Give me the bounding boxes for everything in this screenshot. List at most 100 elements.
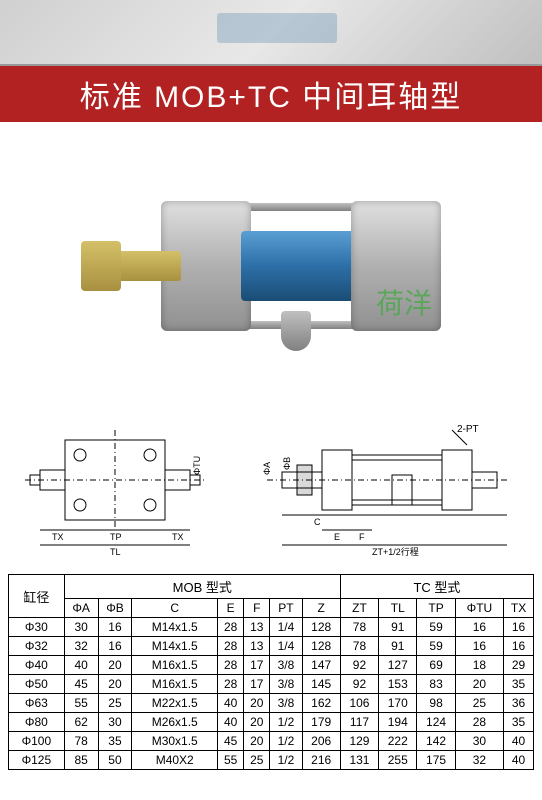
cell: 35 bbox=[98, 732, 132, 751]
cell: 91 bbox=[379, 637, 417, 656]
cell: 162 bbox=[302, 694, 340, 713]
cell: 142 bbox=[417, 732, 455, 751]
watermark: 荷洋 bbox=[376, 282, 432, 322]
cell: 20 bbox=[455, 675, 503, 694]
cell: 3/8 bbox=[270, 656, 302, 675]
table-row: Φ1007835M30x1.545201/22061292221423040 bbox=[9, 732, 534, 751]
col-header: ZT bbox=[340, 599, 378, 618]
cell: 17 bbox=[244, 675, 270, 694]
cell: 179 bbox=[302, 713, 340, 732]
cell: 35 bbox=[504, 713, 534, 732]
cell: 3/8 bbox=[270, 675, 302, 694]
cell: 45 bbox=[218, 732, 244, 751]
cell: M16x1.5 bbox=[132, 656, 218, 675]
row-label: Φ50 bbox=[9, 675, 65, 694]
cell: M22x1.5 bbox=[132, 694, 218, 713]
cell: 78 bbox=[64, 732, 98, 751]
trunnion-pin bbox=[281, 311, 311, 351]
cell: 40 bbox=[218, 694, 244, 713]
cell: 1/4 bbox=[270, 637, 302, 656]
cell: 40 bbox=[504, 751, 534, 770]
cell: M14x1.5 bbox=[132, 637, 218, 656]
dim-zt-stroke: ZT+1/2行程 bbox=[372, 546, 419, 557]
table-header-row: ΦAΦBCEFPTZZTTLTPΦTUTX bbox=[9, 599, 534, 618]
cell: 255 bbox=[379, 751, 417, 770]
cell: 20 bbox=[98, 675, 132, 694]
title-bar: 标准 MOB+TC 中间耳轴型 bbox=[0, 66, 542, 122]
cell: 62 bbox=[64, 713, 98, 732]
dim-2pt: 2-PT bbox=[457, 424, 479, 435]
row-label: Φ40 bbox=[9, 656, 65, 675]
cell: 20 bbox=[244, 713, 270, 732]
cell: 128 bbox=[302, 618, 340, 637]
cell: 28 bbox=[218, 656, 244, 675]
cell: M14x1.5 bbox=[132, 618, 218, 637]
rod-clevis bbox=[81, 241, 121, 291]
dim-phib: ΦB bbox=[282, 457, 292, 470]
cell: 55 bbox=[218, 751, 244, 770]
cell: 25 bbox=[244, 751, 270, 770]
dim-tx1: TX bbox=[52, 532, 64, 542]
col-header: TP bbox=[417, 599, 455, 618]
cell: 1/2 bbox=[270, 751, 302, 770]
col-header: TL bbox=[379, 599, 417, 618]
dim-tu: ΦTU bbox=[192, 456, 202, 475]
cell: 25 bbox=[98, 694, 132, 713]
row-label: Φ63 bbox=[9, 694, 65, 713]
table-body: Φ303016M14x1.528131/41287891591616Φ32321… bbox=[9, 618, 534, 770]
cell: 13 bbox=[244, 637, 270, 656]
cylinder-barrel bbox=[241, 231, 361, 301]
col-header: ΦA bbox=[64, 599, 98, 618]
cell: 1/4 bbox=[270, 618, 302, 637]
row-label: Φ125 bbox=[9, 751, 65, 770]
cell: 28 bbox=[218, 675, 244, 694]
page-title: 标准 MOB+TC 中间耳轴型 bbox=[80, 72, 463, 116]
cell: 36 bbox=[504, 694, 534, 713]
cell: 78 bbox=[340, 637, 378, 656]
cell: M40X2 bbox=[132, 751, 218, 770]
col-header: F bbox=[244, 599, 270, 618]
cell: M26x1.5 bbox=[132, 713, 218, 732]
cell: 175 bbox=[417, 751, 455, 770]
cell: 17 bbox=[244, 656, 270, 675]
dim-tl: TL bbox=[110, 547, 121, 557]
cell: 147 bbox=[302, 656, 340, 675]
cell: 206 bbox=[302, 732, 340, 751]
cell: 216 bbox=[302, 751, 340, 770]
row-label: Φ100 bbox=[9, 732, 65, 751]
cell: 131 bbox=[340, 751, 378, 770]
cell: 40 bbox=[218, 713, 244, 732]
table-row: Φ303016M14x1.528131/41287891591616 bbox=[9, 618, 534, 637]
side-view-diagram: 2-PT ΦA ΦB C E F ZT+1/2行程 bbox=[242, 420, 522, 560]
cell: 16 bbox=[504, 637, 534, 656]
dim-f: F bbox=[359, 532, 365, 542]
cell: 153 bbox=[379, 675, 417, 694]
group-tc: TC 型式 bbox=[340, 575, 533, 599]
cell: 40 bbox=[504, 732, 534, 751]
cell: 40 bbox=[64, 656, 98, 675]
cell: 194 bbox=[379, 713, 417, 732]
col-header: ΦB bbox=[98, 599, 132, 618]
cell: 124 bbox=[417, 713, 455, 732]
cell: 128 bbox=[302, 637, 340, 656]
cell: 59 bbox=[417, 618, 455, 637]
cell: 20 bbox=[244, 694, 270, 713]
cell: 20 bbox=[244, 732, 270, 751]
cell: 28 bbox=[455, 713, 503, 732]
cell: 32 bbox=[455, 751, 503, 770]
cell: 1/2 bbox=[270, 713, 302, 732]
cell: 98 bbox=[417, 694, 455, 713]
table-row: Φ635525M22x1.540203/8162106170982536 bbox=[9, 694, 534, 713]
cell: 28 bbox=[218, 637, 244, 656]
row-label: Φ30 bbox=[9, 618, 65, 637]
cell: 59 bbox=[417, 637, 455, 656]
spec-table: 缸径 MOB 型式 TC 型式 ΦAΦBCEFPTZZTTLTPΦTUTX Φ3… bbox=[8, 574, 534, 770]
group-mob: MOB 型式 bbox=[64, 575, 340, 599]
cell: 16 bbox=[98, 637, 132, 656]
col-header: E bbox=[218, 599, 244, 618]
cell: M30x1.5 bbox=[132, 732, 218, 751]
cell: 20 bbox=[98, 656, 132, 675]
cell: 106 bbox=[340, 694, 378, 713]
cell: 55 bbox=[64, 694, 98, 713]
table-group-row: 缸径 MOB 型式 TC 型式 bbox=[9, 575, 534, 599]
